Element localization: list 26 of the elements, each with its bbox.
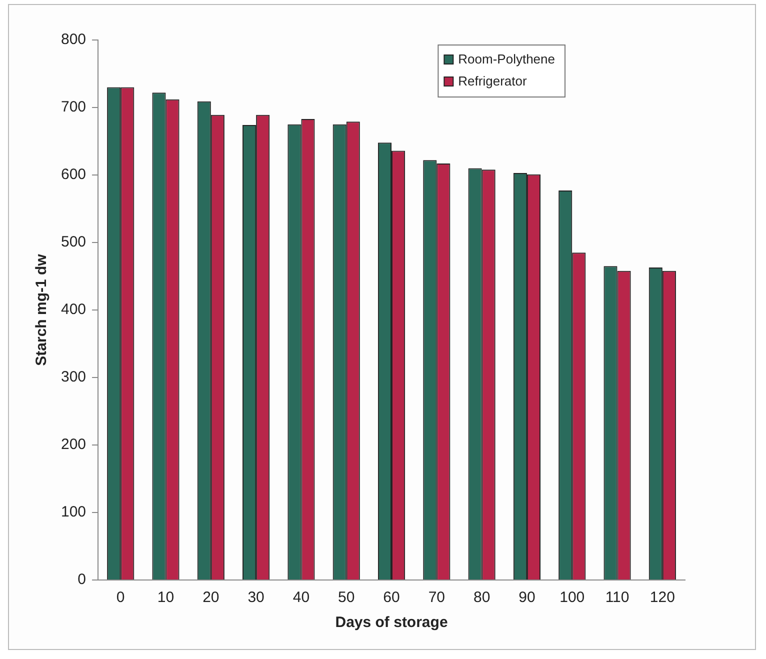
x-tick-label: 100: [560, 589, 585, 606]
x-tick-label: 50: [338, 589, 355, 606]
x-tick-label: 90: [518, 589, 536, 606]
x-tick-label: 10: [157, 589, 174, 606]
x-tick-label: 30: [248, 589, 264, 606]
y-tick-label: 100: [60, 504, 86, 521]
y-tick-label: 500: [60, 234, 86, 251]
legend-label: Refrigerator: [458, 74, 528, 89]
y-tick-label: 200: [60, 436, 86, 454]
y-tick-label: 300: [60, 368, 86, 386]
x-tick-label: 0: [116, 589, 125, 606]
y-tick-label: 400: [60, 301, 86, 318]
y-tick-label: 800: [60, 31, 86, 48]
legend-label: Room-Polythene: [458, 52, 555, 67]
x-tick-label: 60: [383, 589, 400, 606]
x-tick-label: 120: [650, 589, 675, 606]
x-tick-label: 20: [202, 589, 220, 606]
x-axis-title: Days of storage: [335, 614, 448, 632]
x-tick-label: 110: [605, 589, 630, 606]
x-tick-label: 70: [428, 589, 446, 606]
y-axis-title: Starch mg-1 dw: [33, 254, 50, 366]
x-tick-label: 80: [473, 589, 490, 606]
y-tick-label: 700: [60, 98, 86, 116]
y-tick-label: 600: [60, 166, 86, 184]
x-tick-label: 40: [292, 589, 310, 606]
y-tick-label: 0: [78, 571, 86, 588]
